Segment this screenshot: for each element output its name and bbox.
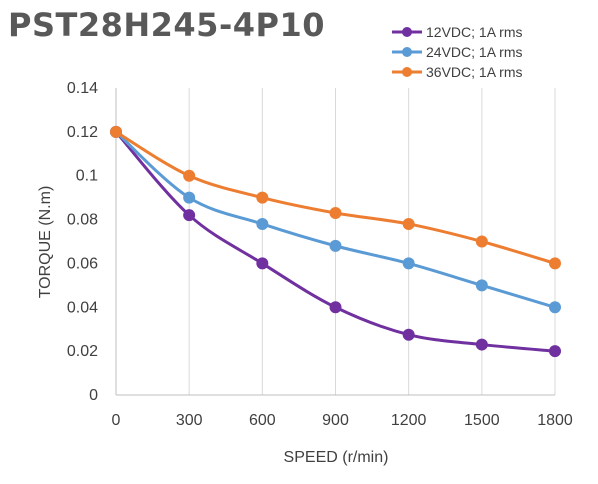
axes — [115, 88, 555, 396]
series-2-point — [183, 191, 196, 204]
tick-labels: 0 0.02 0.04 0.06 0.08 0.1 0.12 0.14 0 300 600 900 12… — [67, 80, 573, 429]
series-3-point — [183, 169, 196, 182]
legend-label: 36VDC; 1A rms — [426, 64, 522, 80]
y-tick-label: 0.04 — [67, 299, 98, 316]
x-tick-label: 1200 — [391, 412, 427, 429]
y-tick-label: 0.12 — [67, 124, 98, 141]
legend-marker — [402, 67, 412, 77]
series-3-point — [402, 217, 415, 230]
x-tick-label: 600 — [249, 412, 276, 429]
x-tick-label: 1500 — [464, 412, 500, 429]
series-3-point — [329, 206, 342, 219]
legend: 12VDC; 1A rms 24VDC; 1A rms 36VDC; 1A rms — [392, 24, 522, 80]
series-2-point — [329, 239, 342, 252]
x-tick-label: 0 — [112, 412, 121, 429]
y-tick-label: 0 — [89, 387, 98, 404]
x-tick-label: 300 — [176, 412, 203, 429]
grid-lines — [188, 88, 556, 395]
series-1-point — [402, 328, 415, 341]
x-tick-label: 900 — [322, 412, 349, 429]
x-tick-label: 1800 — [537, 412, 573, 429]
series-3-point — [110, 125, 122, 138]
series-1-point — [183, 209, 196, 222]
series-1-point — [329, 301, 342, 314]
series-1-point — [549, 345, 561, 358]
legend-label: 12VDC; 1A rms — [426, 24, 522, 40]
x-axis-title: SPEED (r/min) — [284, 449, 389, 466]
series-2-point — [549, 301, 561, 314]
y-tick-label: 0.08 — [67, 212, 98, 229]
y-tick-label: 0.02 — [67, 343, 98, 360]
series-3-point — [549, 257, 561, 270]
legend-label: 24VDC; 1A rms — [426, 44, 522, 60]
series-lines — [110, 125, 561, 358]
y-tick-label: 0.14 — [67, 80, 98, 97]
series-2-point — [402, 257, 415, 270]
chart-title: PST28H245-4P10 — [8, 6, 325, 44]
series-2-point — [256, 217, 269, 230]
y-tick-label: 0.06 — [67, 255, 98, 272]
legend-marker — [402, 27, 412, 37]
series-3-point — [256, 191, 269, 204]
legend-marker — [402, 47, 412, 57]
series-3-point — [475, 235, 488, 248]
series-1-point — [475, 338, 488, 351]
series-2-point — [475, 279, 488, 292]
y-tick-label: 0.1 — [76, 168, 98, 185]
y-axis-title: TORQUE (N.m) — [37, 186, 54, 299]
series-1-point — [256, 257, 269, 270]
